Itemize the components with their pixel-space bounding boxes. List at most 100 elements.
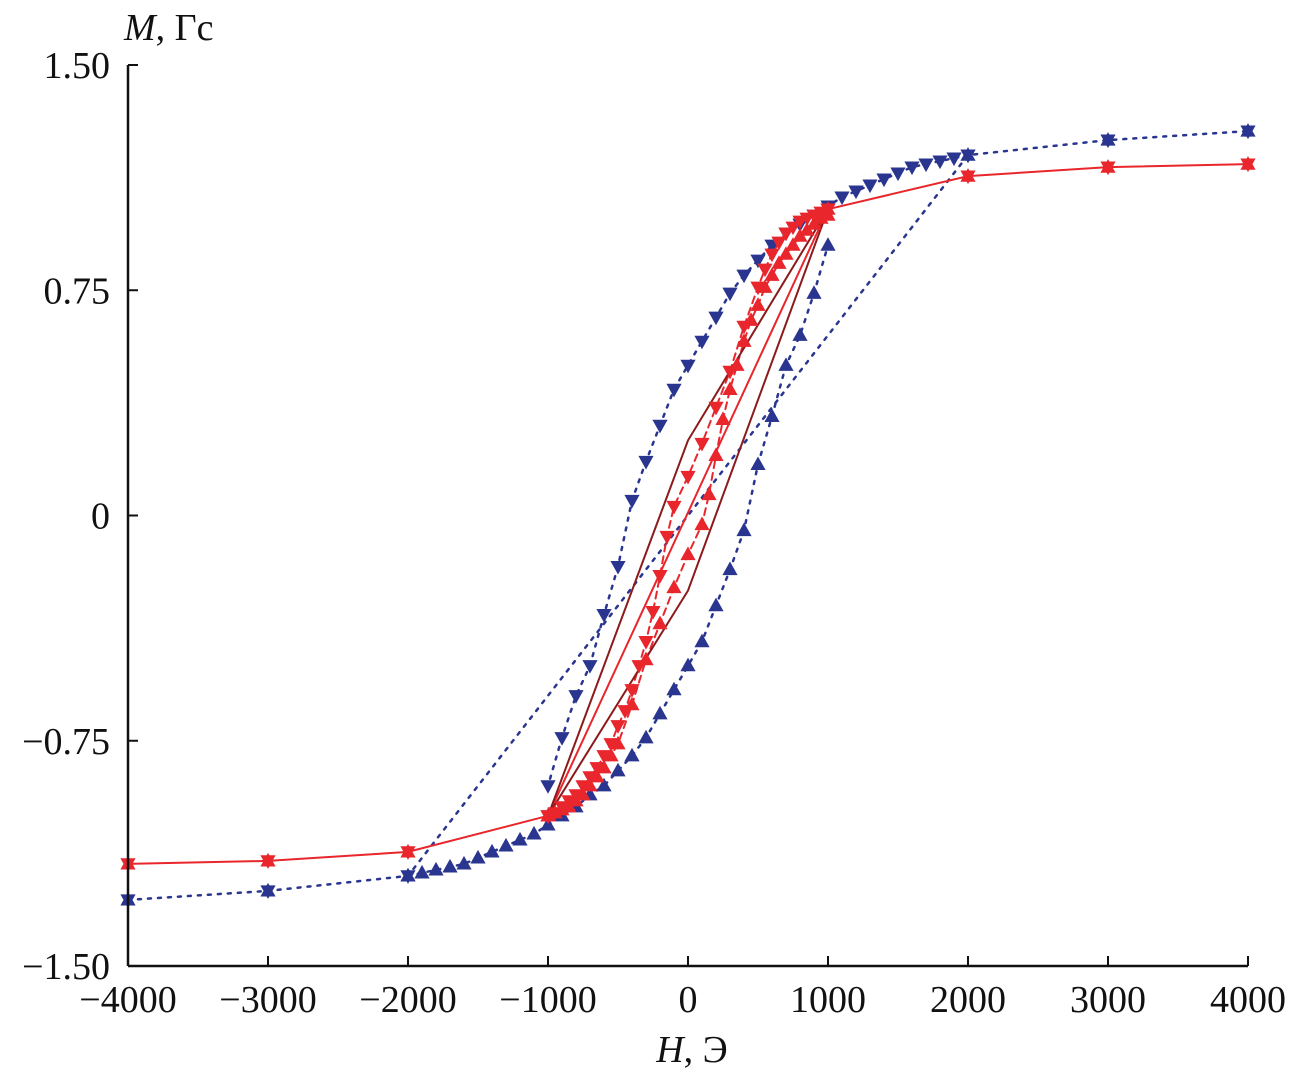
y-tick-label: 0 bbox=[91, 496, 110, 538]
x-tick-label: 3000 bbox=[1070, 979, 1146, 1021]
data-point-triangle-down bbox=[757, 263, 773, 278]
data-point-triangle-up bbox=[582, 777, 598, 792]
data-point-triangle-up bbox=[820, 207, 836, 221]
data-point-triangle-up bbox=[400, 867, 416, 882]
data-point-triangle-up bbox=[778, 246, 794, 260]
series-line bbox=[546, 153, 970, 788]
data-point-triangle-up bbox=[652, 615, 668, 630]
data-point-triangle-up bbox=[414, 864, 430, 879]
data-point-triangle-up bbox=[526, 825, 542, 840]
data-point-triangle-up bbox=[806, 285, 822, 299]
data-point-triangle-down bbox=[610, 560, 626, 575]
data-point-triangle-down bbox=[778, 227, 794, 242]
data-point-triangle-up bbox=[722, 561, 738, 576]
data-point-triangle-up bbox=[743, 312, 759, 326]
data-point-triangle-down bbox=[946, 152, 962, 167]
data-point-triangle-down bbox=[960, 149, 976, 164]
data-point-triangle-up bbox=[512, 831, 528, 846]
data-point-triangle-down bbox=[722, 287, 738, 302]
data-point-triangle-up bbox=[575, 786, 591, 801]
data-point-star bbox=[960, 168, 976, 185]
data-point-triangle-up bbox=[596, 759, 612, 774]
data-point-triangle-down bbox=[750, 254, 766, 269]
data-point-triangle-down bbox=[708, 311, 724, 326]
data-point-star bbox=[260, 882, 276, 899]
y-tick-label: −1.50 bbox=[22, 946, 110, 988]
data-point-triangle-down bbox=[638, 636, 654, 650]
data-point-triangle-down bbox=[736, 269, 752, 284]
data-point-triangle-up bbox=[729, 357, 745, 371]
y-axis-title: M, Гс bbox=[123, 7, 214, 49]
data-point-triangle-down bbox=[876, 173, 892, 188]
data-point-triangle-up bbox=[708, 447, 724, 462]
data-point-star bbox=[400, 843, 416, 860]
data-point-triangle-down bbox=[568, 690, 584, 704]
data-point-triangle-up bbox=[610, 762, 626, 777]
data-point-triangle-down bbox=[582, 660, 598, 674]
data-point-triangle-down bbox=[932, 155, 948, 170]
data-point-triangle-up bbox=[680, 546, 696, 561]
data-point-triangle-up bbox=[715, 411, 731, 425]
data-point-triangle-down bbox=[624, 684, 640, 698]
data-point-triangle-up bbox=[610, 735, 626, 750]
data-point-triangle-down bbox=[694, 335, 710, 350]
data-point-triangle-down bbox=[708, 401, 724, 416]
data-point-triangle-down bbox=[694, 437, 710, 452]
data-point-triangle-up bbox=[680, 657, 696, 672]
data-point-triangle-up bbox=[638, 651, 654, 666]
data-point-star bbox=[1240, 156, 1256, 173]
data-point-triangle-down bbox=[680, 470, 696, 485]
data-point-triangle-up bbox=[701, 486, 717, 501]
data-point-triangle-down bbox=[904, 161, 920, 176]
series-line bbox=[127, 163, 1249, 865]
data-point-triangle-down bbox=[659, 530, 675, 545]
data-point-triangle-up bbox=[666, 681, 682, 696]
y-tick-label: 0.75 bbox=[44, 270, 111, 312]
data-point-triangle-down bbox=[596, 609, 612, 623]
data-point-triangle-down bbox=[848, 185, 864, 200]
x-tick-label: −1000 bbox=[499, 979, 596, 1021]
data-point-triangle-up bbox=[736, 333, 752, 347]
data-point-star bbox=[260, 852, 276, 869]
data-point-triangle-down bbox=[540, 780, 556, 794]
series-line bbox=[406, 243, 830, 878]
axes bbox=[126, 65, 1248, 968]
data-point-triangle-down bbox=[652, 419, 668, 434]
data-point-triangle-up bbox=[589, 768, 605, 783]
data-point-triangle-up bbox=[498, 837, 514, 852]
data-point-triangle-down bbox=[638, 455, 654, 470]
data-point-triangle-up bbox=[736, 522, 752, 537]
y-tick-label: 1.50 bbox=[44, 45, 111, 87]
data-point-triangle-up bbox=[750, 456, 766, 471]
data-point-triangle-down bbox=[554, 732, 570, 746]
data-point-triangle-down bbox=[610, 720, 626, 734]
data-point-triangle-up bbox=[764, 267, 780, 281]
data-point-triangle-up bbox=[652, 705, 668, 720]
data-point-triangle-up bbox=[820, 237, 836, 251]
data-point-triangle-up bbox=[757, 279, 773, 293]
x-axis-title: H, Э bbox=[655, 1029, 728, 1071]
data-point-triangle-down bbox=[764, 248, 780, 263]
data-point-star bbox=[1240, 123, 1256, 140]
data-point-triangle-down bbox=[862, 179, 878, 194]
data-point-triangle-up bbox=[484, 843, 500, 858]
data-point-triangle-up bbox=[638, 729, 654, 744]
series-line bbox=[547, 208, 829, 817]
x-tick-label: −2000 bbox=[359, 979, 456, 1021]
data-point-triangle-up bbox=[764, 408, 780, 422]
data-point-triangle-up bbox=[428, 861, 444, 876]
data-point-triangle-down bbox=[624, 494, 640, 509]
data-point-triangle-up bbox=[456, 855, 472, 870]
data-point-triangle-up bbox=[624, 747, 640, 762]
data-point-triangle-up bbox=[666, 579, 682, 594]
data-point-star bbox=[1100, 159, 1116, 176]
x-tick-label: −4000 bbox=[79, 979, 176, 1021]
data-point-triangle-down bbox=[918, 158, 934, 173]
x-tick-label: 4000 bbox=[1210, 979, 1286, 1021]
data-point-triangle-up bbox=[470, 849, 486, 864]
data-point-triangle-up bbox=[792, 327, 808, 341]
data-point-triangle-down bbox=[666, 383, 682, 398]
data-point-triangle-down bbox=[645, 606, 661, 620]
ticks: −4000 −3000 −2000 −1000 0 1000 2000 3000 4000 1.5… bbox=[22, 45, 1286, 1021]
